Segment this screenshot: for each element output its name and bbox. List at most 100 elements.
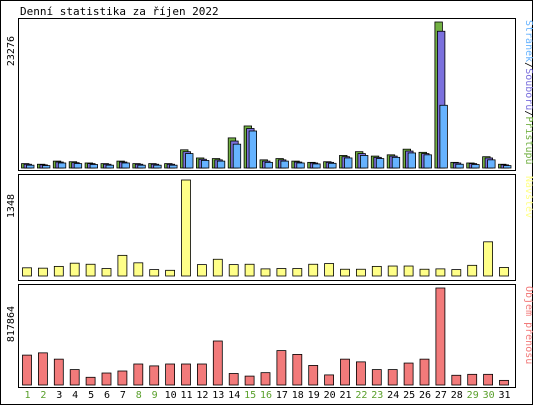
bar [471, 164, 480, 169]
bar [26, 164, 35, 169]
bar [324, 374, 335, 386]
bar [308, 263, 319, 277]
bar [423, 154, 432, 169]
bar [38, 352, 48, 386]
x-tick-label: 20 [324, 390, 336, 401]
bar [212, 340, 223, 386]
bar [308, 365, 319, 386]
legend-item: Objem přenosu [523, 286, 533, 364]
panel-bottom: 817864 Objem přenosu [6, 284, 533, 388]
legend: Návštěv [523, 176, 533, 218]
bar [503, 165, 512, 169]
x-tick-label: 5 [88, 390, 94, 401]
x-axis-labels: 1 2 3 4 5 6 7 8 9 10 11 12 13 14 15 16 17 18 19 20 21 22 23 24 2… [24, 390, 510, 401]
bar [53, 358, 64, 386]
x-tick-label: 14 [228, 390, 240, 401]
bar [260, 372, 271, 386]
bar [228, 373, 239, 386]
bar [455, 163, 464, 169]
x-tick-label: 12 [196, 390, 208, 401]
panel-frame [18, 174, 516, 281]
bar [185, 153, 194, 169]
bar [276, 268, 287, 277]
bar [260, 268, 271, 277]
bar [228, 264, 239, 277]
x-tick-label: 18 [292, 390, 304, 401]
x-tick-label: 23 [371, 390, 383, 401]
x-tick-label: 11 [180, 390, 192, 401]
x-tick-label: 13 [212, 390, 224, 401]
bar [296, 162, 305, 169]
bar [22, 354, 32, 386]
bar [276, 350, 287, 386]
bar [196, 264, 207, 277]
x-tick-label: 21 [339, 390, 351, 401]
bar [216, 160, 226, 169]
bar [483, 241, 494, 277]
bar [196, 363, 207, 386]
bar [85, 376, 96, 386]
bar [149, 365, 160, 386]
bar [165, 363, 176, 386]
bar [419, 268, 430, 277]
x-tick-label: 6 [104, 390, 110, 401]
bar [248, 130, 258, 169]
bar [101, 268, 112, 277]
bar [133, 262, 144, 277]
bar [69, 262, 80, 277]
bar [73, 163, 83, 169]
bar [371, 265, 382, 277]
legend: Objem přenosu [523, 286, 533, 364]
bar [232, 143, 242, 169]
panel-frame [18, 284, 516, 388]
bar [312, 163, 321, 169]
bar [355, 361, 366, 386]
x-tick-label: 1 [24, 390, 30, 401]
bar [85, 263, 96, 277]
bar [181, 363, 191, 386]
legend-item: Souborů [523, 68, 533, 110]
bar [121, 162, 130, 169]
bar [101, 372, 112, 386]
bar [117, 254, 128, 277]
panel-middle: 1348 Návštěv [6, 174, 533, 281]
bar [407, 152, 417, 169]
bar [483, 373, 494, 386]
bar [181, 179, 191, 277]
bar [451, 374, 462, 386]
x-tick-label: 27 [435, 390, 447, 401]
x-tick-label: 3 [56, 390, 62, 401]
bar [487, 159, 496, 169]
bar [435, 268, 446, 277]
bar [244, 263, 255, 277]
legend-item: Přístupů [523, 116, 533, 164]
bar [340, 358, 350, 386]
bar [292, 354, 303, 386]
bar [89, 164, 98, 169]
bar [169, 164, 178, 169]
x-tick-label: 15 [244, 390, 256, 401]
y-max-label: 23276 [6, 36, 17, 66]
bar [264, 161, 273, 169]
bar [340, 268, 350, 277]
x-tick-label: 16 [260, 390, 272, 401]
x-tick-label: 24 [387, 390, 399, 401]
x-tick-label: 2 [40, 390, 46, 401]
x-tick-label: 25 [403, 390, 415, 401]
bar [499, 379, 509, 386]
x-tick-label: 26 [419, 390, 431, 401]
panel-frame [18, 18, 516, 171]
bar [22, 267, 32, 277]
bar [387, 369, 398, 386]
bar [387, 265, 398, 277]
x-tick-label: 30 [483, 390, 495, 401]
x-tick-label: 8 [136, 390, 142, 401]
bar [69, 369, 80, 386]
bar [467, 264, 478, 277]
legend-item: Stránek [523, 20, 533, 62]
bar [328, 162, 337, 169]
x-tick-label: 29 [467, 390, 479, 401]
bar [403, 265, 414, 277]
